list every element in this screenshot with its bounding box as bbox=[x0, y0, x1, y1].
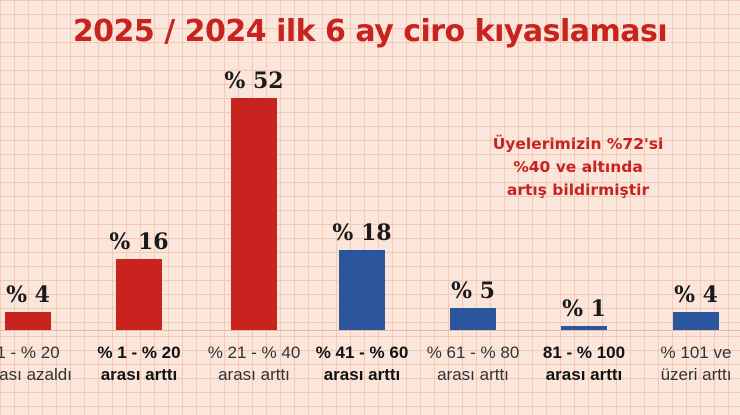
bar-5 bbox=[561, 326, 607, 330]
bar-value-label-4: % 5 bbox=[451, 278, 495, 304]
bar-6 bbox=[673, 312, 719, 330]
category-label-1-line-0: % 1 - % 20 bbox=[97, 343, 181, 362]
bar-0 bbox=[5, 312, 51, 330]
bar-value-label-5: % 1 bbox=[562, 296, 606, 322]
bar-value-label-1: % 16 bbox=[109, 229, 169, 255]
category-label-1-line-1: arası arttı bbox=[100, 365, 178, 384]
category-label-2-line-1: arası arttı bbox=[218, 365, 290, 384]
category-label-6: % 101 ve üzeri arttı bbox=[641, 342, 740, 386]
category-label-5-line-0: 81 - % 100 bbox=[542, 343, 626, 362]
category-label-2: % 21 - % 40 arası arttı bbox=[199, 342, 309, 386]
bar-4 bbox=[450, 308, 496, 330]
bar-value-label-0: % 4 bbox=[6, 282, 50, 308]
category-label-3-line-1: arası arttı bbox=[323, 365, 401, 384]
category-label-4: % 61 - % 80 arası arttı bbox=[418, 342, 528, 386]
bar-3 bbox=[339, 250, 385, 330]
chart-title: 2025 / 2024 ilk 6 ay ciro kıyaslaması bbox=[72, 14, 668, 49]
chart-baseline bbox=[0, 330, 740, 331]
chart-annotation: Üyelerimizin %72'si %40 ve altında artış… bbox=[478, 133, 678, 202]
category-label-6-line-0: % 101 ve bbox=[660, 343, 732, 362]
bar-value-label-6: % 4 bbox=[674, 282, 718, 308]
category-label-0-line-0: 1 - % 20 bbox=[0, 343, 60, 362]
category-label-3: % 41 - % 60 arası arttı bbox=[307, 342, 417, 386]
annotation-line-2: %40 ve altında bbox=[513, 158, 643, 176]
category-label-6-line-1: üzeri arttı bbox=[660, 365, 732, 384]
category-label-5-line-1: arası arttı bbox=[545, 365, 623, 384]
category-label-0-line-1: arası azaldı bbox=[0, 365, 72, 384]
bar-2 bbox=[231, 98, 277, 330]
category-label-4-line-0: % 61 - % 80 bbox=[426, 343, 520, 362]
category-label-1: % 1 - % 20 arası arttı bbox=[84, 342, 194, 386]
annotation-line-1: Üyelerimizin %72'si bbox=[492, 135, 664, 153]
bar-value-label-3: % 18 bbox=[332, 220, 392, 246]
category-label-2-line-0: % 21 - % 40 bbox=[207, 343, 301, 362]
bar-1 bbox=[116, 259, 162, 330]
category-label-4-line-1: arası arttı bbox=[437, 365, 509, 384]
category-label-5: 81 - % 100 arası arttı bbox=[529, 342, 639, 386]
annotation-line-3: artış bildirmiştir bbox=[506, 181, 650, 199]
bar-value-label-2: % 52 bbox=[224, 68, 284, 94]
category-label-3-line-0: % 41 - % 60 bbox=[315, 343, 409, 362]
category-label-0: 1 - % 20 arası azaldı bbox=[0, 342, 83, 386]
